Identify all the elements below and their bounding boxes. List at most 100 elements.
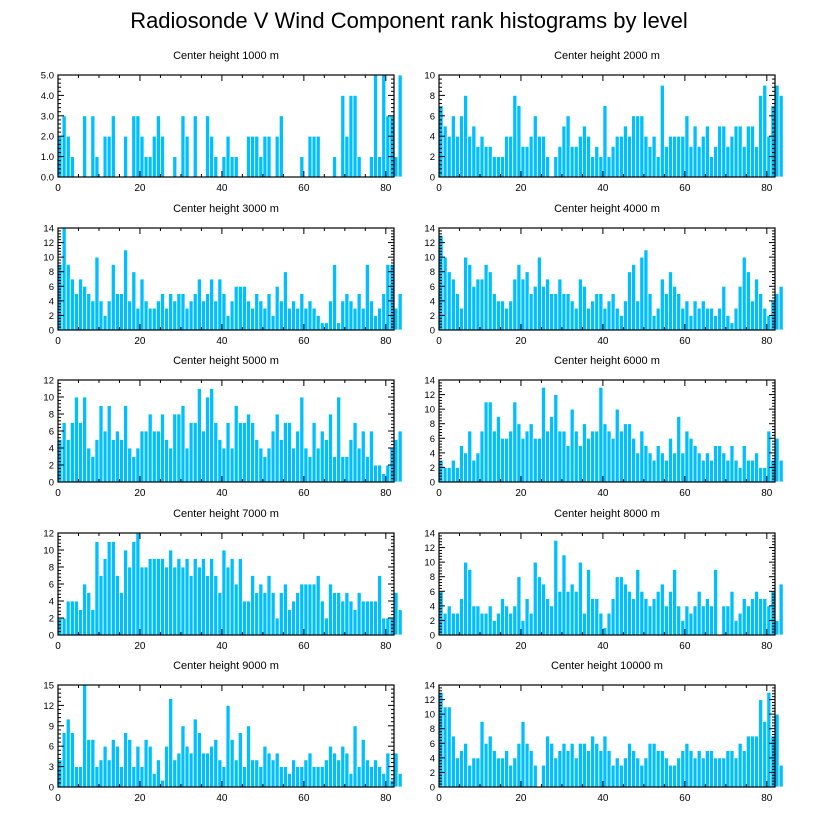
x-tick-label: 0 (55, 641, 61, 652)
histogram-bar (180, 405, 186, 483)
histogram-bar (270, 430, 276, 483)
histogram-bar (545, 735, 551, 788)
histogram-bar (627, 590, 632, 636)
histogram-bar (704, 452, 710, 483)
histogram-bar (332, 156, 338, 178)
histogram-bar (266, 752, 272, 788)
histogram-bar (483, 145, 489, 178)
histogram-bar (225, 135, 231, 178)
histogram-bar (631, 437, 637, 483)
histogram-bar (151, 558, 157, 636)
x-tick-label: 60 (298, 183, 310, 194)
histogram-bar (274, 413, 280, 483)
histogram-bar (336, 322, 342, 331)
histogram-bar (524, 145, 530, 178)
histogram-bar (516, 105, 522, 178)
histogram-bar (463, 95, 469, 178)
x-tick-label: 0 (55, 793, 61, 804)
histogram-bar (389, 779, 395, 788)
histogram-bar (319, 766, 325, 788)
histogram-bar (78, 422, 83, 483)
histogram-bar (709, 156, 714, 178)
histogram-bar (164, 745, 170, 788)
histogram-bar (258, 447, 264, 483)
histogram-bar (663, 145, 669, 178)
chart-panel-7: Center height 7000 m 0 20 40 60 80 0 2 4 6 8 10 12 (43, 508, 403, 652)
histogram-bar (512, 605, 518, 636)
x-tick-label: 60 (679, 641, 691, 652)
histogram-bar (205, 752, 211, 788)
histogram-bar (549, 293, 555, 331)
histogram-bar (155, 558, 161, 636)
histogram-bar (151, 430, 157, 483)
histogram-bar (758, 95, 764, 178)
histogram-bar (377, 575, 383, 636)
histogram-bar (573, 430, 579, 483)
histogram-bar (446, 135, 452, 178)
histogram-bar (577, 742, 583, 788)
histogram-bar (491, 620, 497, 636)
histogram-bar (745, 735, 751, 788)
histogram-bar (532, 437, 538, 483)
histogram-bar (356, 592, 362, 636)
histogram-bar (545, 278, 551, 331)
y-tick-label: 4 (49, 296, 54, 307)
histogram-bar (188, 300, 194, 331)
histogram-bar (479, 430, 485, 483)
histogram-bar (397, 430, 403, 483)
histogram-bar (483, 401, 489, 483)
x-tick-label: 0 (436, 183, 442, 194)
histogram-bar (393, 156, 399, 178)
histogram-bar (364, 456, 370, 483)
histogram-bar (491, 293, 497, 331)
histogram-bar (217, 278, 223, 331)
histogram-bar (184, 307, 190, 331)
histogram-bar (704, 598, 710, 636)
histogram-bar (668, 590, 673, 636)
y-tick-label: 12 (424, 543, 435, 554)
histogram-bar (729, 322, 735, 331)
histogram-bar (459, 598, 464, 636)
histogram-bar (774, 437, 780, 483)
histogram-bar (750, 598, 755, 636)
histogram-bar (381, 617, 387, 636)
histogram-bar (299, 396, 305, 483)
histogram-bar (258, 766, 264, 788)
histogram-bar (549, 416, 555, 483)
histogram-bar (659, 278, 665, 331)
histogram-bar (446, 271, 452, 331)
histogram-bar (73, 396, 79, 483)
histogram-bar (139, 766, 145, 788)
histogram-bar (692, 125, 698, 178)
histogram-bar (241, 422, 247, 483)
histogram-bar (270, 315, 276, 331)
y-tick-label: 8 (430, 419, 435, 430)
histogram-bar (151, 307, 157, 331)
histogram-bar (164, 439, 170, 483)
histogram-bar (229, 156, 235, 178)
histogram-bar (594, 145, 600, 178)
y-tick-label: 0 (49, 631, 54, 642)
histogram-bar (90, 609, 96, 636)
histogram-bar (725, 605, 731, 636)
histogram-bar (500, 598, 505, 636)
histogram-bar (737, 285, 743, 331)
histogram-bar (246, 600, 251, 636)
histogram-bar (262, 592, 268, 636)
histogram-bar (635, 115, 641, 178)
histogram-bar (532, 285, 538, 331)
histogram-bar (352, 95, 358, 178)
histogram-bar (438, 590, 444, 636)
x-tick-label: 20 (134, 488, 146, 499)
histogram-bar (237, 558, 243, 636)
histogram-bar (373, 759, 379, 788)
histogram-bar (262, 745, 268, 788)
histogram-bar (213, 156, 219, 178)
x-tick-label: 20 (134, 183, 146, 194)
histogram-bar (598, 612, 604, 636)
histogram-bar (754, 278, 760, 331)
histogram-bar (217, 439, 223, 483)
histogram-bar (766, 315, 772, 331)
histogram-bar (278, 115, 284, 178)
